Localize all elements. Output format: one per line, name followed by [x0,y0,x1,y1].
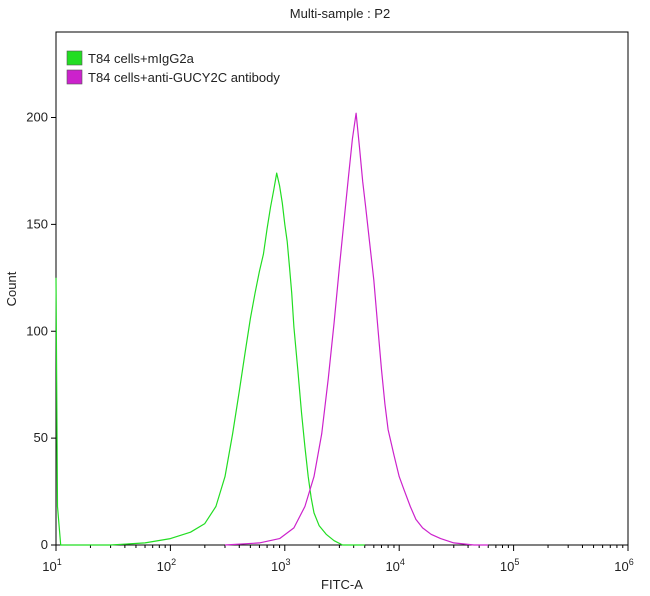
x-tick-label: 106 [614,557,633,574]
y-axis: 0 50 100 150 200 [26,110,56,552]
x-tick-exponent: 3 [286,557,291,567]
series-layer [55,112,489,546]
x-tick-exponent: 5 [514,557,519,567]
series-line-0 [55,172,365,546]
y-tick-label: 200 [26,110,48,125]
x-tick-exponent: 6 [629,557,634,567]
y-tick-label: 0 [41,537,48,552]
x-tick-label: 101 [42,557,61,574]
chart-title: Multi-sample : P2 [290,6,390,21]
x-tick-base: 10 [271,559,285,574]
y-tick-label: 50 [34,430,48,445]
x-tick-exponent: 1 [57,557,62,567]
x-tick-label: 105 [500,557,519,574]
legend-swatch [66,69,83,85]
x-tick-label: 102 [157,557,176,574]
y-tick-label: 100 [26,323,48,338]
x-tick-base: 10 [500,559,514,574]
y-axis-label: Count [4,271,19,306]
x-tick-base: 10 [157,559,171,574]
x-tick-label: 104 [385,557,404,574]
x-axis-label: FITC-A [321,577,363,592]
legend: T84 cells+mIgG2a T84 cells+anti-GUCY2C an… [66,50,280,85]
series-line-1 [224,112,489,546]
x-tick-exponent: 2 [171,557,176,567]
x-tick-base: 10 [385,559,399,574]
x-tick-label: 103 [271,557,290,574]
legend-label: T84 cells+mIgG2a [88,51,195,66]
x-tick-base: 10 [42,559,56,574]
x-tick-exponent: 4 [400,557,405,567]
x-tick-base: 10 [614,559,628,574]
legend-label: T84 cells+anti-GUCY2C antibody [88,70,280,85]
x-axis: 101 102 103 104 105 106 [42,545,634,574]
y-tick-label: 150 [26,216,48,231]
legend-swatch [66,50,83,66]
plot-frame [55,31,629,546]
